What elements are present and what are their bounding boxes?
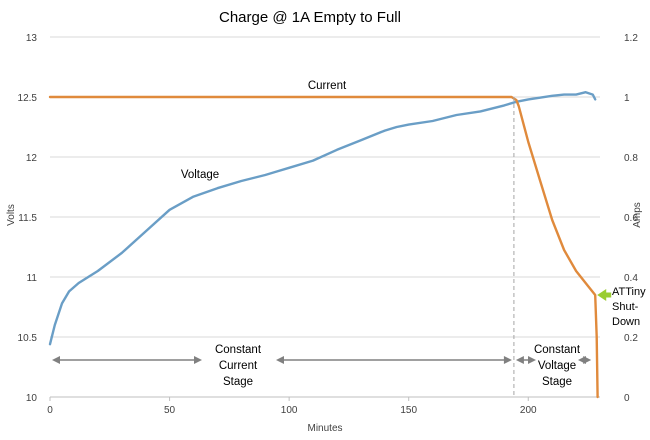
x-tick-label-3: 150 xyxy=(400,405,417,416)
attiny-line2: Shut- xyxy=(612,301,639,313)
y-left-tick-label-2: 11 xyxy=(27,273,38,284)
attiny-line3: Down xyxy=(612,316,640,328)
x-axis-title: Minutes xyxy=(307,423,342,434)
current-label: Current xyxy=(308,80,347,92)
x-tick-label-4: 200 xyxy=(520,405,537,416)
y-left-tick-label-3: 11.5 xyxy=(18,213,37,224)
y-right-tick-label-2: 0.4 xyxy=(624,273,638,284)
x-tick-label-0: 0 xyxy=(47,405,53,416)
y-right-tick-label-1: 0.2 xyxy=(624,333,638,344)
cc-stage-arrow-a-head-left xyxy=(52,356,60,364)
cv-stage-arrow-b-head-right xyxy=(583,356,592,364)
y-right-axis-ticks: 0 0.2 0.4 0.6 0.8 1 1.2 xyxy=(624,33,638,404)
cc-stage-arrow-b-head-right xyxy=(503,356,512,364)
voltage-label: Voltage xyxy=(181,169,219,181)
x-tick-label-2: 100 xyxy=(281,405,298,416)
attiny-line1: ATTiny xyxy=(612,286,646,298)
x-tick-label-1: 50 xyxy=(164,405,176,416)
y-left-tick-label-4: 12 xyxy=(26,153,38,164)
y-right-tick-label-4: 0.8 xyxy=(624,153,638,164)
cc-stage-arrow-a-head-right xyxy=(194,356,202,364)
stage-arrows xyxy=(52,356,592,364)
cv-stage-line1: Constant xyxy=(534,344,581,356)
cc-stage-arrow-b-head-left xyxy=(276,356,284,364)
cc-stage-line3: Stage xyxy=(223,376,253,388)
shutdown-arrow-icon xyxy=(597,289,612,301)
cv-stage-line3: Stage xyxy=(542,376,572,388)
series-line-voltage xyxy=(48,91,597,346)
cc-stage-line1: Constant xyxy=(215,344,262,356)
y-left-tick-label-5: 12.5 xyxy=(18,93,38,104)
cv-stage-line2: Voltage xyxy=(538,360,576,372)
series-line-current xyxy=(48,95,599,399)
y-left-tick-label-1: 10.5 xyxy=(18,333,38,344)
y-left-tick-label-6: 13 xyxy=(26,33,38,44)
y-right-tick-label-5: 1 xyxy=(624,93,630,104)
x-axis-ticks: 0 50 100 150 200 xyxy=(47,397,537,416)
series-lines xyxy=(48,91,599,399)
y-right-tick-label-6: 1.2 xyxy=(624,33,638,44)
y-left-axis-title: Volts xyxy=(6,204,17,226)
y-left-tick-label-0: 10 xyxy=(26,393,38,404)
cv-stage-arrow-a-head-right xyxy=(528,356,536,364)
y-right-tick-label-3: 0.6 xyxy=(624,213,638,224)
cv-stage-arrow-a-head-left xyxy=(515,356,524,364)
y-right-tick-label-0: 0 xyxy=(624,393,630,404)
shutdown-marker xyxy=(597,289,612,301)
y-left-axis-ticks: 10 10.5 11 11.5 12 12.5 13 xyxy=(18,33,38,404)
chart-title: Charge @ 1A Empty to Full xyxy=(219,9,401,26)
cc-stage-line2: Current xyxy=(219,360,258,372)
y-right-axis-title: Amps xyxy=(632,202,643,228)
